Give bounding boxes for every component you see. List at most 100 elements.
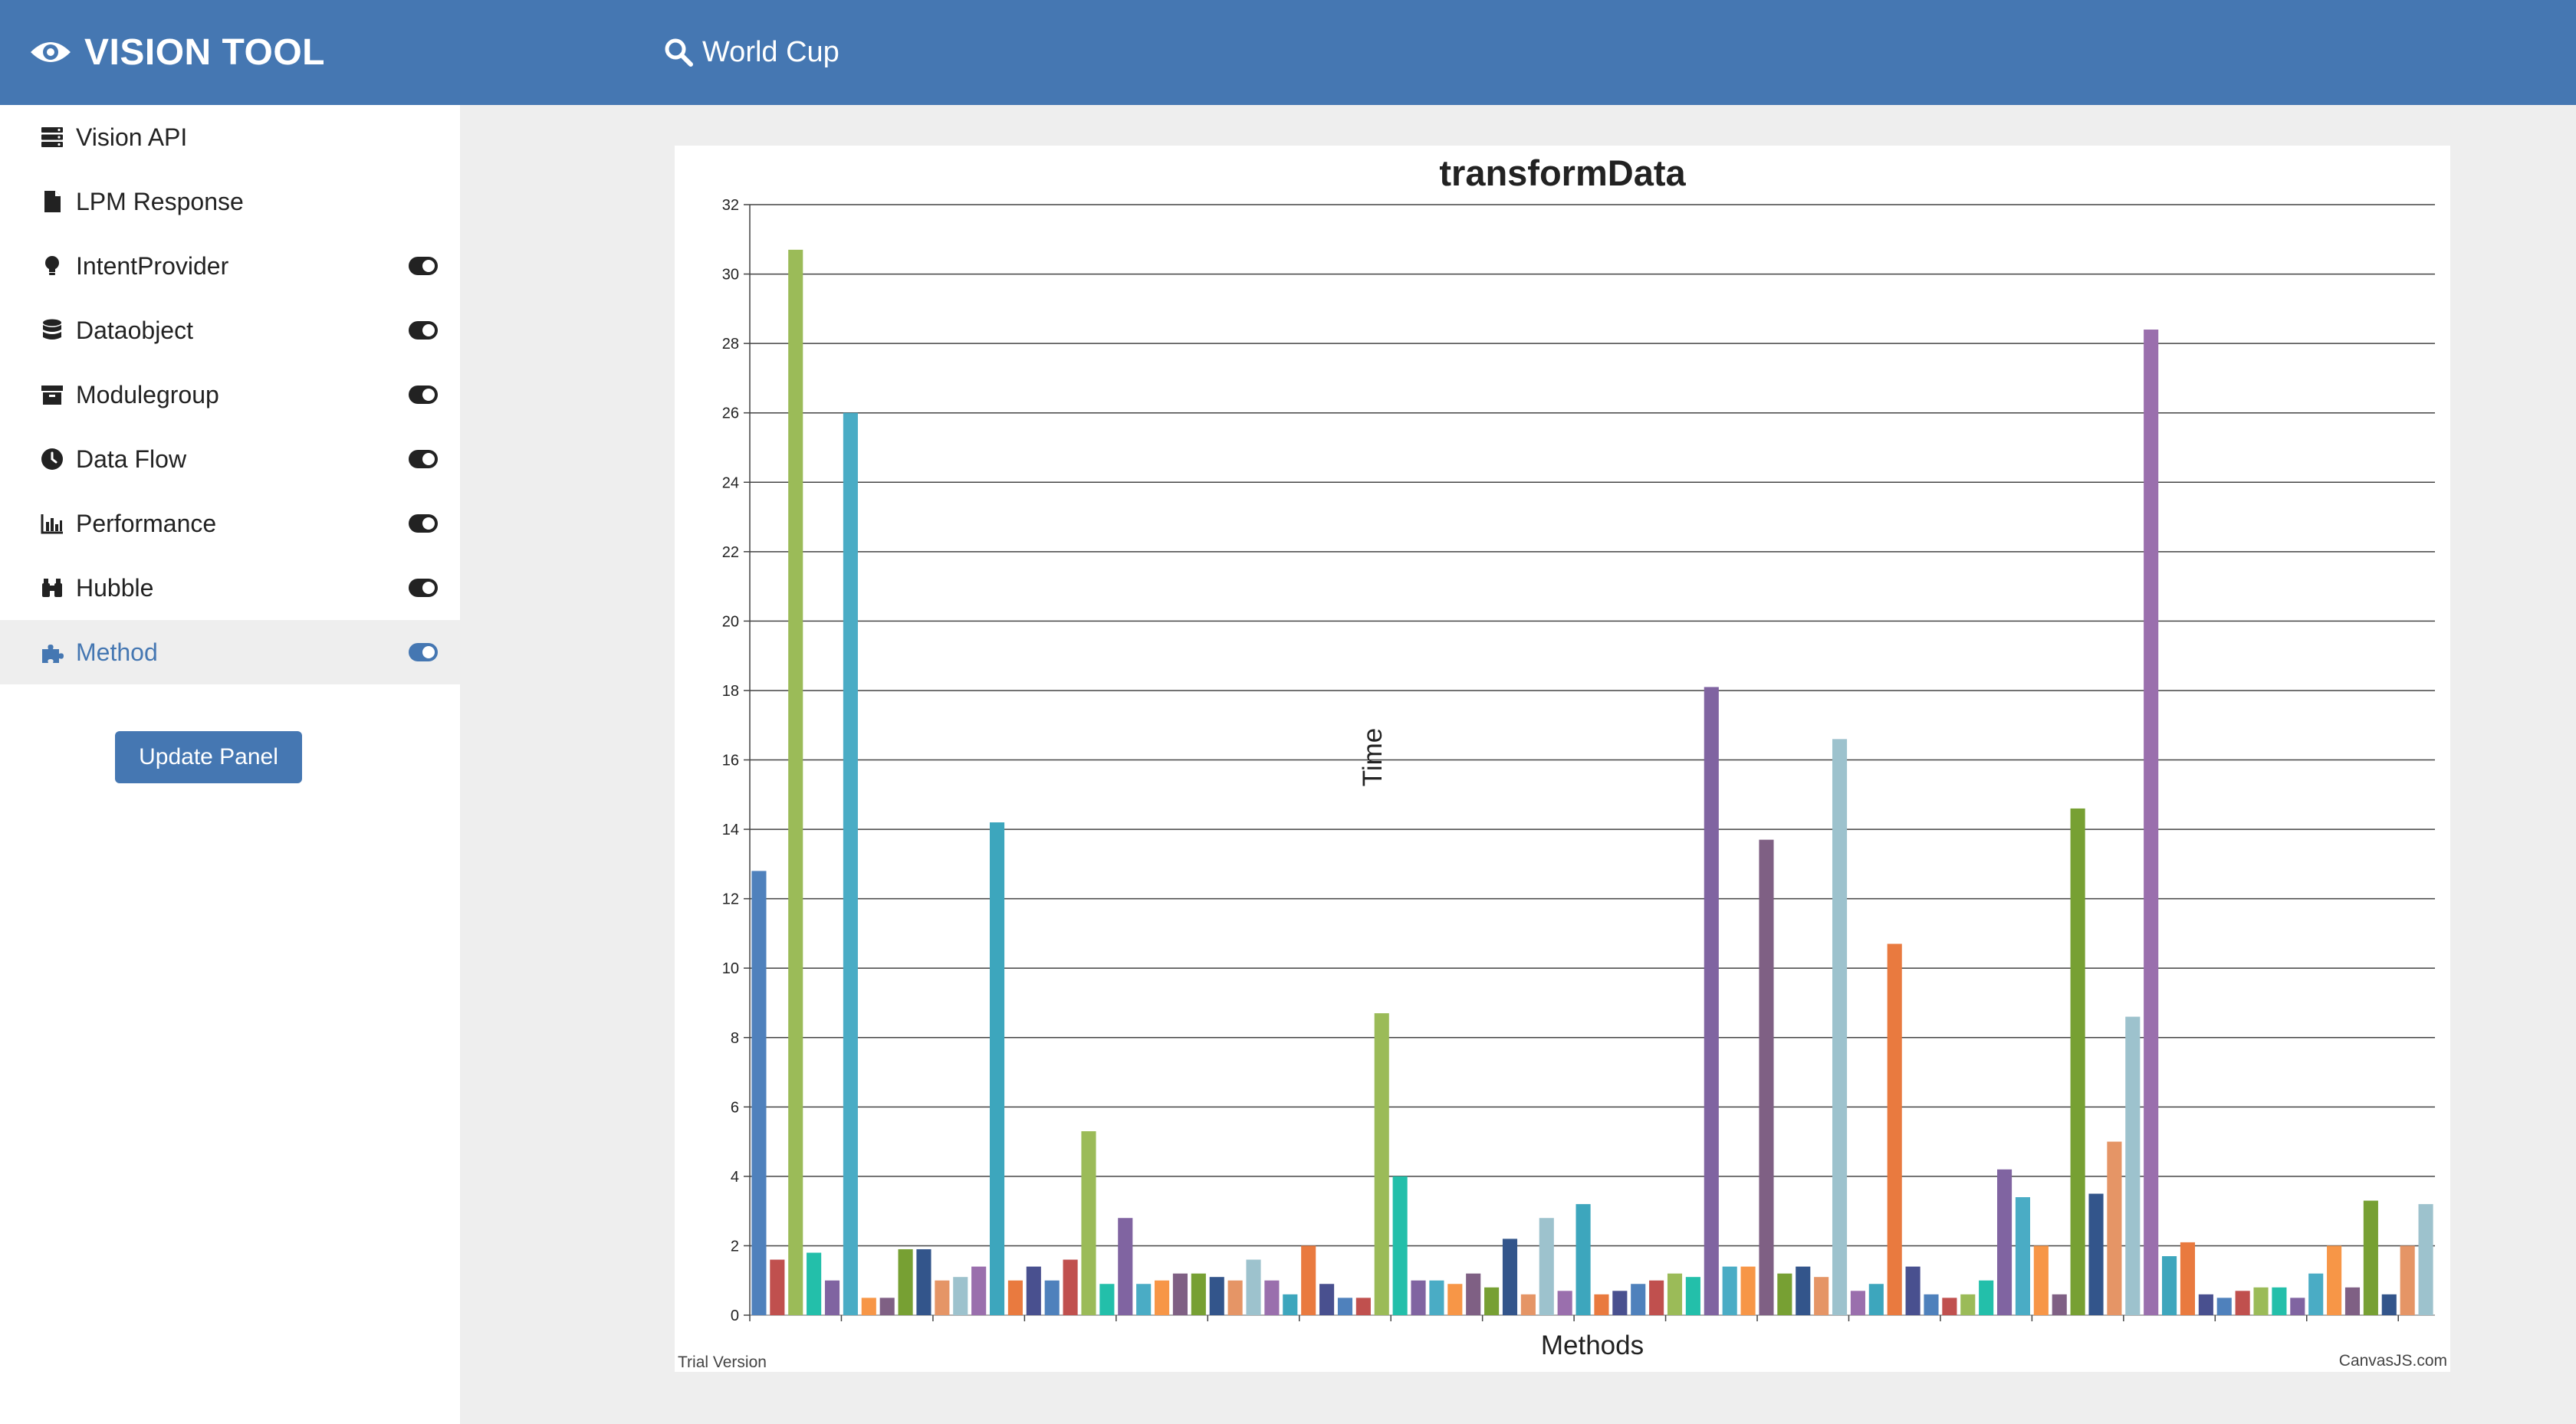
bar[interactable] [2253,1287,2269,1315]
bar[interactable] [1099,1284,1115,1315]
bar[interactable] [1520,1294,1536,1315]
bar[interactable] [1374,1013,1389,1315]
bar[interactable] [1685,1277,1700,1315]
bar[interactable] [1172,1273,1188,1315]
brand[interactable]: VISION TOOL [29,26,325,78]
bar[interactable] [2180,1242,2196,1315]
bar[interactable] [1814,1277,1829,1315]
bar[interactable] [2125,1016,2141,1315]
bar[interactable] [807,1252,822,1315]
bar[interactable] [1044,1280,1060,1315]
bar[interactable] [1612,1291,1628,1315]
bar[interactable] [751,871,767,1315]
bar[interactable] [1246,1259,1261,1315]
bar[interactable] [1081,1131,1096,1315]
bar[interactable] [788,249,803,1316]
bar[interactable] [1283,1294,1298,1315]
bar[interactable] [1649,1280,1664,1315]
bar[interactable] [1796,1266,1811,1315]
bar[interactable] [2198,1294,2213,1315]
bar[interactable] [1850,1291,1865,1315]
bar[interactable] [2052,1294,2067,1315]
bar[interactable] [2216,1298,2232,1315]
bar[interactable] [2107,1141,2122,1315]
bar[interactable] [1576,1204,1591,1315]
bar[interactable] [1209,1277,1224,1315]
bar[interactable] [1777,1273,1792,1315]
bar[interactable] [2070,808,2085,1315]
bar[interactable] [2272,1287,2287,1315]
bar[interactable] [1924,1294,1939,1315]
sidebar-item-vision-api[interactable]: Vision API [0,105,460,169]
bar[interactable] [1667,1273,1683,1315]
bar[interactable] [1704,687,1719,1315]
bar[interactable] [1466,1273,1481,1315]
bar[interactable] [2290,1298,2305,1315]
bar[interactable] [1264,1280,1280,1315]
bar[interactable] [861,1298,876,1315]
bar[interactable] [1996,1169,2013,1315]
bar[interactable] [1539,1218,1554,1315]
bar[interactable] [1319,1284,1335,1315]
bar[interactable] [935,1280,950,1315]
sidebar-item-intentprovider[interactable]: IntentProvider [0,234,460,298]
bar[interactable] [1411,1280,1426,1315]
bar[interactable] [916,1248,932,1315]
bar[interactable] [1631,1284,1646,1315]
bar[interactable] [1227,1280,1243,1315]
bar[interactable] [2308,1273,2324,1315]
bar[interactable] [2363,1200,2378,1315]
sidebar-item-method[interactable]: Method [0,620,460,684]
bar[interactable] [971,1266,987,1315]
data-flow-toggle[interactable] [409,450,438,468]
sidebar-item-modulegroup[interactable]: Modulegroup [0,363,460,427]
bar[interactable] [1484,1287,1500,1315]
bar[interactable] [1557,1291,1572,1315]
bar[interactable] [1301,1245,1316,1315]
bar[interactable] [1594,1294,1609,1315]
sidebar-item-data-flow[interactable]: Data Flow [0,427,460,491]
bar[interactable] [2418,1204,2433,1315]
method-toggle[interactable] [409,643,438,661]
bar[interactable] [1979,1280,1994,1315]
bar[interactable] [1429,1280,1444,1315]
bar[interactable] [1118,1218,1133,1315]
bar[interactable] [1905,1266,1921,1315]
bar[interactable] [2400,1245,2415,1315]
bar[interactable] [1154,1280,1170,1315]
bar[interactable] [1722,1266,1737,1315]
bar[interactable] [2015,1197,2031,1315]
sidebar-item-lpm-response[interactable]: LPM Response [0,169,460,234]
sidebar-item-hubble[interactable]: Hubble [0,556,460,620]
bar[interactable] [2381,1294,2397,1315]
bar[interactable] [1832,739,1848,1315]
dataobject-toggle[interactable] [409,321,438,340]
bar[interactable] [1191,1273,1206,1315]
bar[interactable] [824,1280,840,1315]
bar[interactable] [2088,1193,2104,1315]
update-panel-button[interactable]: Update Panel [115,731,302,783]
bar[interactable] [1355,1298,1371,1315]
bar[interactable] [1502,1239,1518,1315]
bar[interactable] [953,1277,968,1315]
bar[interactable] [879,1298,895,1315]
bar[interactable] [1759,839,1774,1315]
bar[interactable] [1887,943,1902,1315]
bar[interactable] [2144,330,2159,1316]
canvasjs-credit[interactable]: CanvasJS.com [2339,1352,2447,1370]
bar[interactable] [1960,1294,1976,1315]
bar[interactable] [843,412,858,1315]
sidebar-item-dataobject[interactable]: Dataobject [0,298,460,363]
search-box[interactable]: World Cup [664,26,840,78]
bar[interactable] [1136,1284,1152,1315]
intentprovider-toggle[interactable] [409,257,438,275]
bar[interactable] [989,822,1005,1315]
hubble-toggle[interactable] [409,579,438,597]
bar[interactable] [1740,1266,1756,1315]
bar[interactable] [1868,1284,1884,1315]
bar[interactable] [2033,1245,2049,1315]
bar[interactable] [1026,1266,1041,1315]
bar[interactable] [1392,1176,1408,1315]
bar[interactable] [2344,1287,2361,1315]
bar[interactable] [1063,1259,1078,1315]
